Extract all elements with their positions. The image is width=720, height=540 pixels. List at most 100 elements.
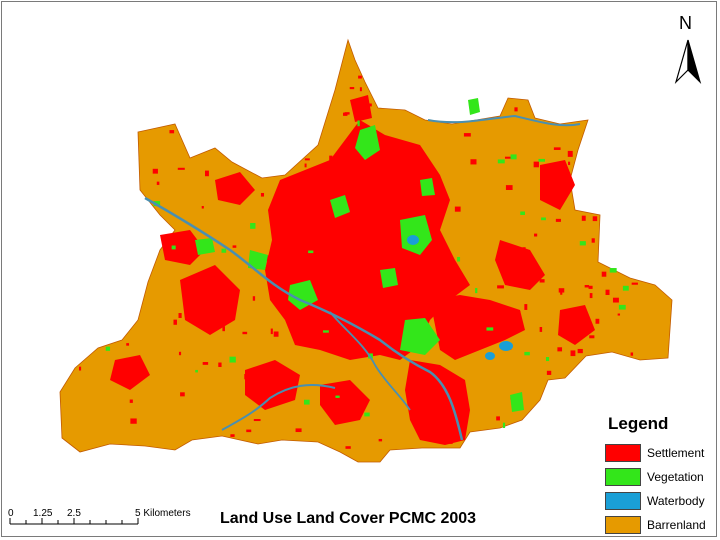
scale-tick-0: 0 [8, 508, 14, 519]
land-cover-speck [229, 356, 236, 363]
waterbody-1 [407, 235, 419, 245]
land-cover-speck [581, 215, 586, 221]
land-cover-speck [313, 322, 319, 329]
land-cover-speck [524, 304, 528, 310]
land-cover-speck [130, 418, 137, 424]
land-cover-speck [304, 158, 310, 161]
land-cover-speck [204, 170, 209, 177]
land-cover-speck [517, 311, 521, 315]
land-cover-speck [178, 313, 182, 318]
land-cover-speck [244, 373, 251, 380]
land-cover-speck [462, 331, 465, 335]
land-cover-speck [589, 293, 593, 299]
land-cover-speck [496, 416, 500, 421]
settlement-patch [495, 240, 545, 290]
legend-swatch-waterbody [605, 492, 641, 510]
land-cover-speck [207, 268, 211, 272]
land-cover-speck [341, 396, 345, 401]
land-cover-speck [179, 253, 184, 260]
land-cover-speck [579, 241, 586, 246]
legend-label-settlement: Settlement [647, 446, 705, 460]
land-cover-speck [618, 304, 626, 310]
land-cover-speck [487, 329, 493, 335]
land-cover-speck [475, 287, 478, 294]
vegetation-patch [248, 250, 268, 270]
legend-title: Legend [608, 414, 669, 433]
land-cover-speck [458, 280, 465, 286]
land-cover-speck [295, 428, 302, 433]
settlement-patch [558, 305, 595, 345]
land-cover-speck [435, 267, 440, 271]
land-cover-speck [152, 168, 158, 174]
land-cover-speck [177, 167, 185, 170]
land-cover-speck [308, 250, 314, 254]
land-cover-speck [557, 347, 563, 352]
land-cover-speck [126, 343, 130, 346]
land-cover-speck [505, 185, 513, 190]
land-cover-speck [352, 215, 355, 221]
land-cover-speck [203, 276, 209, 279]
land-cover-speck [567, 150, 573, 157]
vegetation-patch [330, 195, 350, 218]
legend-label-vegetation: Vegetation [647, 470, 704, 484]
land-cover-speck [584, 284, 590, 288]
land-cover-speck [129, 399, 133, 403]
land-cover-speck [568, 161, 571, 166]
river-north [427, 114, 581, 127]
vegetation-patch [420, 178, 435, 196]
land-cover-speck [609, 268, 617, 273]
map-title: Land Use Land Cover PCMC 2003 [220, 510, 477, 527]
land-cover-speck [228, 193, 231, 200]
land-cover-speck [218, 362, 222, 367]
scale-bar [9, 518, 139, 525]
vegetation-patch [400, 215, 432, 255]
land-cover-speck [359, 274, 362, 278]
land-cover-speck [612, 297, 619, 303]
scale-tick-3: 5 Kilometers [135, 508, 191, 519]
legend-swatch-vegetation [605, 468, 641, 486]
vegetation-patch [288, 280, 318, 310]
land-cover-speck [589, 335, 595, 339]
land-cover-speck [180, 392, 185, 397]
scale-tick-2: 2.5 [67, 508, 81, 519]
land-cover-speck [541, 217, 546, 221]
land-cover-speck [553, 147, 561, 150]
land-cover-speck [533, 161, 539, 168]
land-cover-speck [522, 247, 526, 252]
legend-label-waterbody: Waterbody [647, 494, 705, 508]
land-cover-speck [470, 159, 477, 165]
vegetation-layer [195, 98, 524, 412]
land-cover-speck [411, 306, 416, 313]
land-cover-speck [577, 348, 583, 354]
land-cover-speck [601, 271, 607, 277]
vegetation-patch [195, 238, 215, 255]
land-cover-speck [357, 120, 360, 127]
land-cover-speck [546, 370, 552, 375]
land-cover-speck [323, 330, 329, 333]
north-arrow-icon [674, 39, 702, 85]
land-cover-speck [344, 112, 350, 115]
land-cover-speck [510, 154, 517, 160]
land-cover-speck [497, 159, 505, 164]
land-cover-speck [504, 156, 512, 159]
land-cover-speck [230, 434, 235, 437]
land-cover-speck [315, 266, 320, 270]
legend-swatch-barrenland [605, 516, 641, 534]
land-cover-speck [445, 311, 449, 318]
settlement-patch [110, 355, 150, 390]
land-cover-speck [539, 326, 543, 332]
land-cover-speck [463, 133, 471, 137]
settlement-patch [540, 160, 575, 210]
land-cover-speck [270, 328, 273, 335]
land-cover-speck [242, 331, 248, 335]
land-cover-speck [378, 438, 383, 442]
land-cover-speck [221, 248, 227, 253]
land-cover-speck [605, 289, 610, 296]
land-cover-speck [201, 206, 204, 209]
waterbody-2 [499, 341, 513, 351]
land-cover-speck [195, 369, 198, 373]
land-cover-speck [365, 103, 372, 107]
land-cover-speck [255, 381, 263, 387]
scale-tick-1: 1.25 [33, 508, 53, 519]
land-cover-speck [308, 313, 315, 316]
